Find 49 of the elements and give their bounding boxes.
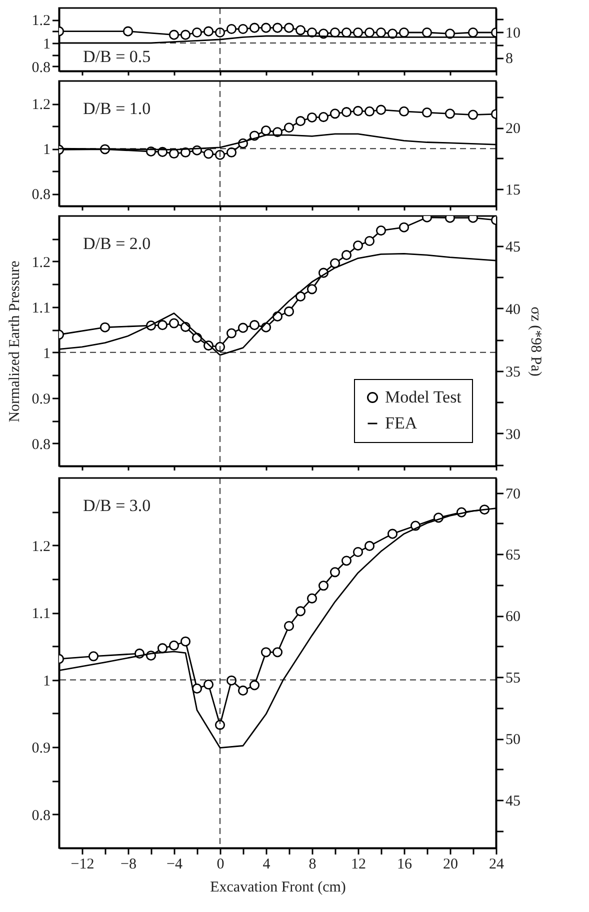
y-tick-label: 1 xyxy=(43,142,50,158)
y-tick-label: 1.2 xyxy=(32,13,50,30)
y2-tick-label: 70 xyxy=(506,486,520,502)
x-tick-label: −4 xyxy=(166,856,183,872)
x-tick-label: −12 xyxy=(70,856,94,872)
x-axis-title: Excavation Front (cm) xyxy=(210,880,346,896)
y2-tick-label: 35 xyxy=(506,364,520,380)
y-tick-label: 0.8 xyxy=(32,187,50,204)
y2-tick-label: 8 xyxy=(506,51,513,68)
y-tick-label: 1.1 xyxy=(32,606,50,622)
y-tick-label: 0.8 xyxy=(32,436,50,453)
y-tick-label: 1.2 xyxy=(32,97,50,114)
y-tick-label: 1 xyxy=(43,346,50,362)
x-tick-label: 8 xyxy=(308,856,316,872)
y-tick-label: 1.2 xyxy=(32,254,50,271)
y-tick-label: 1.2 xyxy=(32,538,50,555)
x-tick-label: 4 xyxy=(262,856,271,872)
legend-label: Model Test xyxy=(385,388,462,406)
y2-tick-label: 55 xyxy=(506,670,520,687)
annotation: D/B = 2.0 xyxy=(83,234,151,253)
x-tick-label: 16 xyxy=(397,856,412,872)
y-axis-title: Normalized Earth Pressure xyxy=(6,260,23,422)
annotation: D/B = 1.0 xyxy=(83,99,151,118)
x-tick-label: −8 xyxy=(120,856,136,872)
annotation: D/B = 3.0 xyxy=(83,496,151,515)
y2-axis-title: σz (*98 Pa) xyxy=(528,306,544,376)
y2-tick-label: 45 xyxy=(506,794,520,810)
y2-tick-label: 65 xyxy=(506,548,520,564)
y2-tick-label: 60 xyxy=(506,609,520,626)
y2-tick-label: 10 xyxy=(506,26,520,42)
annotation: D/B = 0.5 xyxy=(83,47,151,66)
x-tick-label: 20 xyxy=(443,856,458,872)
y-tick-label: 1 xyxy=(43,36,50,52)
y-tick-label: 0.9 xyxy=(32,391,50,408)
x-tick-label: 24 xyxy=(489,856,504,872)
y-tick-label: 0.8 xyxy=(32,60,50,76)
y-tick-label: 0.9 xyxy=(32,740,50,757)
x-tick-label: 12 xyxy=(351,856,366,872)
legend-label: FEA xyxy=(385,414,418,432)
y-tick-label: 1 xyxy=(43,673,50,690)
y2-tick-label: 30 xyxy=(506,427,520,443)
y2-tick-label: 40 xyxy=(506,302,520,318)
x-tick-label: 0 xyxy=(216,856,224,872)
y2-tick-label: 15 xyxy=(506,182,520,199)
y-tick-label: 1.1 xyxy=(32,300,50,316)
y2-tick-label: 50 xyxy=(506,732,520,748)
y2-tick-label: 20 xyxy=(506,121,520,138)
y-tick-label: 0.8 xyxy=(32,808,50,824)
y2-tick-label: 45 xyxy=(506,240,520,256)
